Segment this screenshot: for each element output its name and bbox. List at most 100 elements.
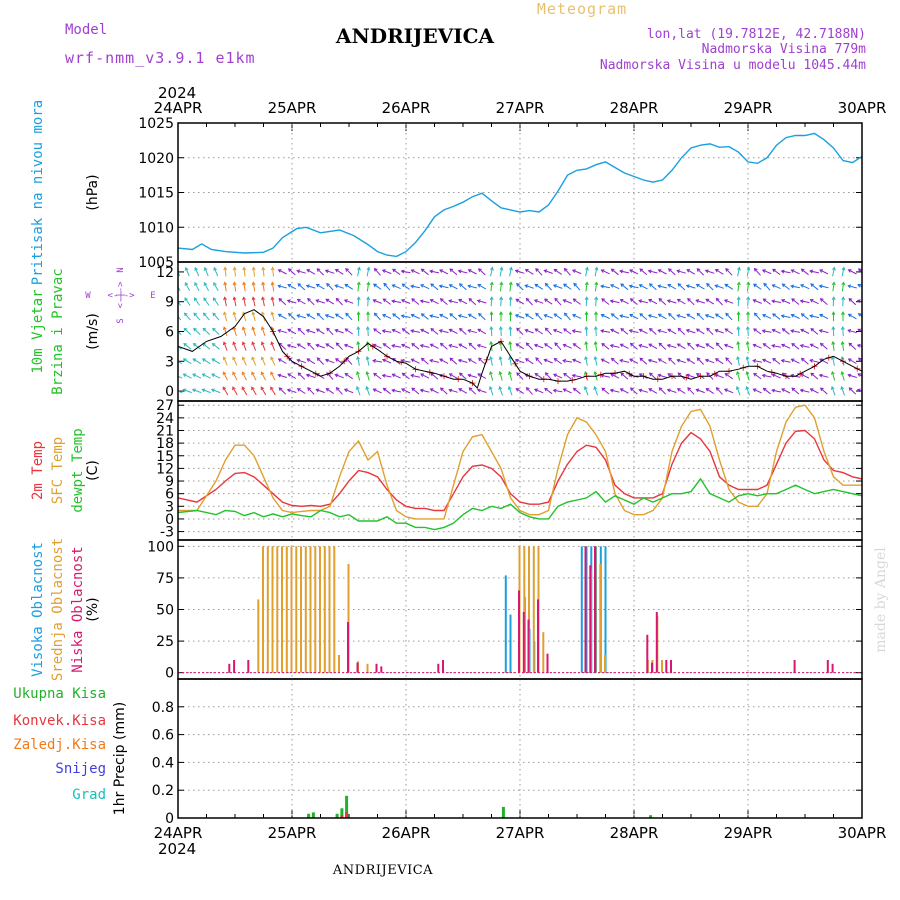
wind-arrow xyxy=(648,270,658,274)
wind-arrow xyxy=(203,312,210,321)
wind-arrow xyxy=(288,313,296,321)
wind-arrow xyxy=(781,315,791,318)
cloud-bar xyxy=(522,612,525,673)
wind-arrow-head xyxy=(261,266,266,271)
wind-arrow-head xyxy=(856,388,861,393)
wind-series-label: 10m Vjetar xyxy=(30,289,46,373)
wind-arrow xyxy=(410,330,421,333)
wind-arrow-head xyxy=(629,342,634,347)
wind-arrow-head xyxy=(516,372,520,376)
wind-arrow xyxy=(468,285,477,289)
wind-arrow-head xyxy=(411,298,415,302)
wind-arrow xyxy=(594,267,598,277)
wind-arrow-head xyxy=(287,284,292,288)
wind-arrow-head xyxy=(410,313,415,318)
wind-arrow xyxy=(449,284,458,290)
wind-arrow xyxy=(193,328,201,335)
cloud-bar xyxy=(646,634,649,673)
y-tick-label: 0.2 xyxy=(152,783,174,799)
wind-arrow xyxy=(848,387,857,395)
wind-arrow-head xyxy=(848,298,853,302)
wind-arrow xyxy=(439,314,449,320)
wind-arrow xyxy=(440,387,448,395)
wind-arrow-head xyxy=(260,341,265,346)
wind-arrow xyxy=(411,298,420,305)
wind-arrow xyxy=(224,267,227,277)
wind-arrow-head xyxy=(365,355,370,360)
wind-arrow xyxy=(411,343,420,350)
wind-arrow xyxy=(716,298,723,306)
wind-arrow xyxy=(667,284,677,290)
wind-arrow xyxy=(601,314,610,319)
wind-arrow xyxy=(620,388,629,394)
wind-arrow xyxy=(601,285,610,289)
wind-arrow-head xyxy=(297,327,302,332)
wind-arrow xyxy=(193,312,201,321)
wind-arrow-head xyxy=(831,296,836,301)
wind-arrow-head xyxy=(685,284,690,289)
wind-arrow-head xyxy=(809,299,814,303)
precip-bar xyxy=(345,812,349,818)
wind-arrow xyxy=(677,314,686,319)
wind-arrow xyxy=(573,283,581,291)
wind-arrow xyxy=(509,282,512,292)
wind-arrow-head xyxy=(831,281,836,286)
wind-arrow-head xyxy=(667,373,672,377)
wind-arrow xyxy=(737,341,740,351)
wind-arrow xyxy=(336,298,343,306)
wind-arrow-head xyxy=(183,327,188,332)
wind-arrow xyxy=(252,312,256,322)
compass-we: <-|-> xyxy=(107,291,135,301)
wind-arrow-head xyxy=(490,266,494,271)
wind-arrow xyxy=(223,342,228,351)
temperature-content xyxy=(178,404,862,531)
wind-arrow-head xyxy=(563,372,567,377)
y-tick-label: 1020 xyxy=(138,151,174,167)
wind-arrow-head xyxy=(535,312,539,317)
wind-arrow xyxy=(848,342,857,350)
wind-arrow-head xyxy=(242,296,246,301)
wind-arrow-head xyxy=(525,342,530,347)
wind-arrow-head xyxy=(714,268,719,273)
wind-arrow xyxy=(192,389,202,394)
wind-arrow xyxy=(584,386,589,396)
wind-arrow-head xyxy=(667,328,672,333)
wind-arrow-head xyxy=(260,386,265,391)
wind-arrow xyxy=(204,267,209,277)
wind-arrow xyxy=(736,371,741,381)
wind-arrow xyxy=(252,297,256,307)
station-title: ANDRIJEVICA xyxy=(335,24,495,48)
wind-arrow xyxy=(241,386,248,396)
wind-arrow xyxy=(639,344,648,349)
wind-arrow-head xyxy=(610,284,614,288)
wind-arrow xyxy=(490,356,493,366)
wind-arrow-head xyxy=(316,312,321,317)
wind-arrow-head xyxy=(401,328,406,332)
wind-arrow-head xyxy=(781,388,785,392)
wind-arrow-head xyxy=(449,313,454,317)
wind-arrow-head xyxy=(695,388,700,393)
wind-arrow-head xyxy=(277,313,282,318)
wind-arrow xyxy=(509,356,512,366)
wind-arrow-head xyxy=(211,358,216,362)
wind-arrow xyxy=(668,357,676,365)
y-tick-label: 24 xyxy=(156,411,174,427)
wind-arrow xyxy=(686,374,696,379)
wind-arrow-head xyxy=(193,327,197,332)
wind-arrow-head xyxy=(449,357,454,362)
wind-arrow-head xyxy=(184,281,189,286)
wind-arrow-head xyxy=(858,268,862,272)
wind-arrow-head xyxy=(429,388,434,392)
wind-arrow xyxy=(705,359,715,364)
wind-content xyxy=(178,266,862,396)
wind-arrow-head xyxy=(381,269,386,273)
wind-arrow-head xyxy=(458,298,463,303)
wind-arrow xyxy=(270,371,276,381)
wind-arrow-head xyxy=(194,281,198,286)
wind-arrow xyxy=(753,299,762,304)
wind-arrow xyxy=(233,297,237,307)
wind-arrow-head xyxy=(809,388,814,392)
wind-arrow xyxy=(629,358,639,364)
wind-arrow-head xyxy=(584,281,589,286)
